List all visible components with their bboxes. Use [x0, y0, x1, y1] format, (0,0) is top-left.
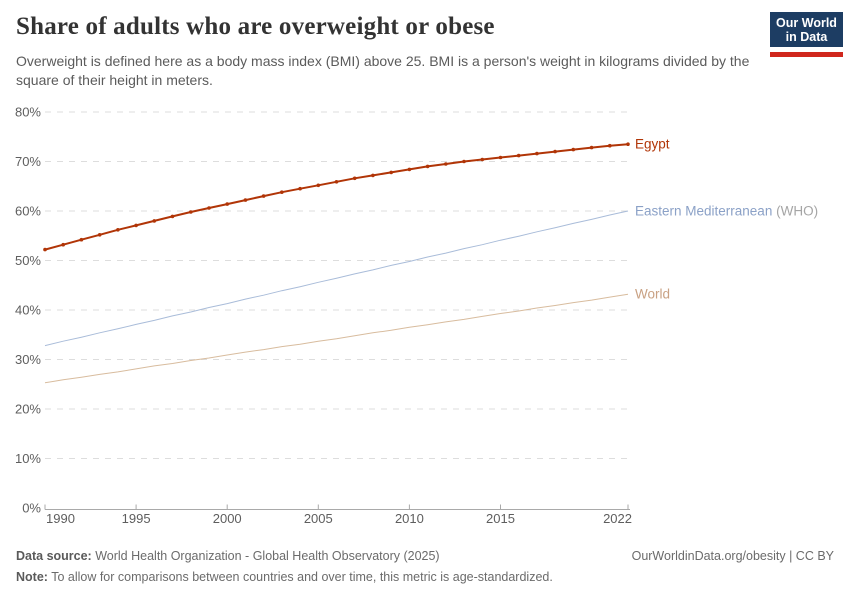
- footer-attribution-link: OurWorldinData.org/obesity | CC BY: [631, 549, 834, 563]
- y-axis-tick-label: 50%: [15, 253, 41, 268]
- chart-subtitle: Overweight is defined here as a body mas…: [16, 53, 750, 88]
- series-markers-egypt: [43, 142, 630, 252]
- page-title: Share of adults who are overweight or ob…: [16, 13, 495, 40]
- chart-area: 0% 10% 20% 30% 40% 50% 60% 70% 80% 1990 1995 2000 20…: [15, 105, 818, 527]
- series-label-world: World: [635, 287, 670, 302]
- x-axis-tick-label: 1995: [122, 511, 151, 526]
- footer-note-line: Note: To allow for comparisons between c…: [16, 567, 834, 588]
- y-axis-tick-label: 0%: [22, 501, 41, 516]
- owid-logo-red-bar: [770, 52, 843, 57]
- series-label-eastern-mediterranean: Eastern Mediterranean (WHO): [635, 204, 818, 219]
- y-axis-tick-label: 40%: [15, 303, 41, 318]
- series-line-eastern-mediterranean: [44, 210, 629, 347]
- y-axis-tick-label: 70%: [15, 154, 41, 169]
- y-axis-tick-label: 60%: [15, 204, 41, 219]
- series-line-world: [44, 293, 629, 384]
- series-label-egypt: Egypt: [635, 137, 670, 152]
- data-source-label: Data source:: [16, 549, 92, 563]
- x-axis: 1990 1995 2000 2005 2010 2015 2022: [44, 504, 632, 526]
- footer-note-label: Note:: [16, 570, 48, 584]
- y-axis-tick-label: 30%: [15, 352, 41, 367]
- data-source-line: Data source: World Health Organization -…: [16, 546, 440, 567]
- x-axis-tick-label: 2022: [603, 511, 632, 526]
- series-line-egypt: [44, 143, 629, 251]
- x-axis-tick-label: 2000: [213, 511, 242, 526]
- x-axis-tick-label: 2005: [304, 511, 333, 526]
- chart-footer: Data source: World Health Organization -…: [16, 546, 834, 588]
- y-axis-tick-label: 10%: [15, 451, 41, 466]
- owid-logo-line1: Our World: [776, 15, 837, 30]
- x-axis-tick-label: 1990: [46, 511, 75, 526]
- y-axis-tick-label: 20%: [15, 402, 41, 417]
- footer-note-text: To allow for comparisons between countri…: [51, 570, 553, 584]
- gridlines: 0% 10% 20% 30% 40% 50% 60% 70% 80%: [15, 105, 628, 516]
- x-axis-tick-label: 2015: [486, 511, 515, 526]
- owid-logo-line2: in Data: [785, 29, 828, 44]
- x-axis-tick-label: 2010: [395, 511, 424, 526]
- y-axis-tick-label: 80%: [15, 105, 41, 120]
- owid-logo: Our World in Data: [770, 12, 843, 47]
- data-source-text: World Health Organization - Global Healt…: [95, 549, 440, 563]
